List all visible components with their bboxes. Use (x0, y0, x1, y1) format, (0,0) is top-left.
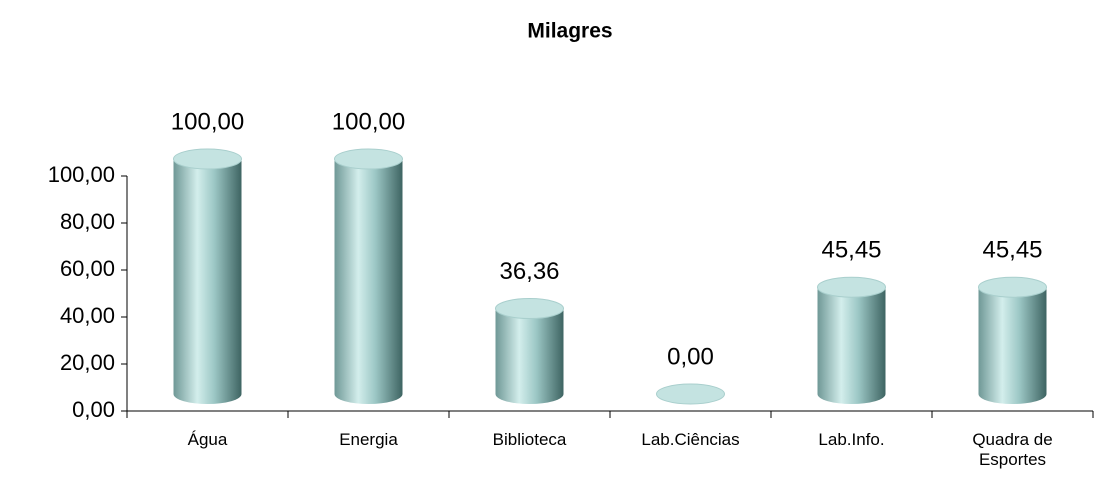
bar (334, 148, 403, 404)
bar-body (817, 287, 886, 404)
value-label: 45,45 (982, 237, 1042, 264)
chart-title: Milagres (527, 20, 612, 43)
bar-body (978, 287, 1047, 404)
bar-top (334, 148, 403, 170)
bar-top (173, 148, 242, 170)
y-tick-label: 40,00 (60, 303, 115, 328)
bar-top (495, 298, 564, 320)
x-tick-label: Água (187, 430, 228, 449)
value-label: 100,00 (332, 108, 405, 135)
y-tick-label: 80,00 (60, 209, 115, 234)
value-label: 100,00 (171, 108, 244, 135)
x-tick-label: Lab.Ciências (641, 430, 740, 449)
x-tick-label: Energia (339, 430, 398, 449)
value-label: 45,45 (821, 237, 881, 264)
y-tick-label: 0,00 (72, 397, 115, 422)
bar-top (656, 383, 725, 405)
value-label: 36,36 (499, 258, 559, 285)
y-tick-label: 100,00 (48, 162, 115, 187)
bar (817, 276, 886, 404)
x-tick-label: Quadra de Esportes (972, 430, 1053, 469)
bar-top (978, 276, 1047, 298)
bar-top (817, 276, 886, 298)
x-tick-label: Biblioteca (492, 430, 567, 449)
bar-body (334, 159, 403, 404)
bar (978, 276, 1047, 404)
x-tick-label: Lab.Info. (818, 430, 885, 449)
bar (656, 383, 725, 405)
bar-body (173, 159, 242, 404)
value-label: 0,00 (667, 343, 714, 370)
bar-body (495, 308, 564, 404)
bar (173, 148, 242, 404)
y-tick-label: 60,00 (60, 256, 115, 281)
y-tick-label: 20,00 (60, 350, 115, 375)
bar (495, 298, 564, 404)
